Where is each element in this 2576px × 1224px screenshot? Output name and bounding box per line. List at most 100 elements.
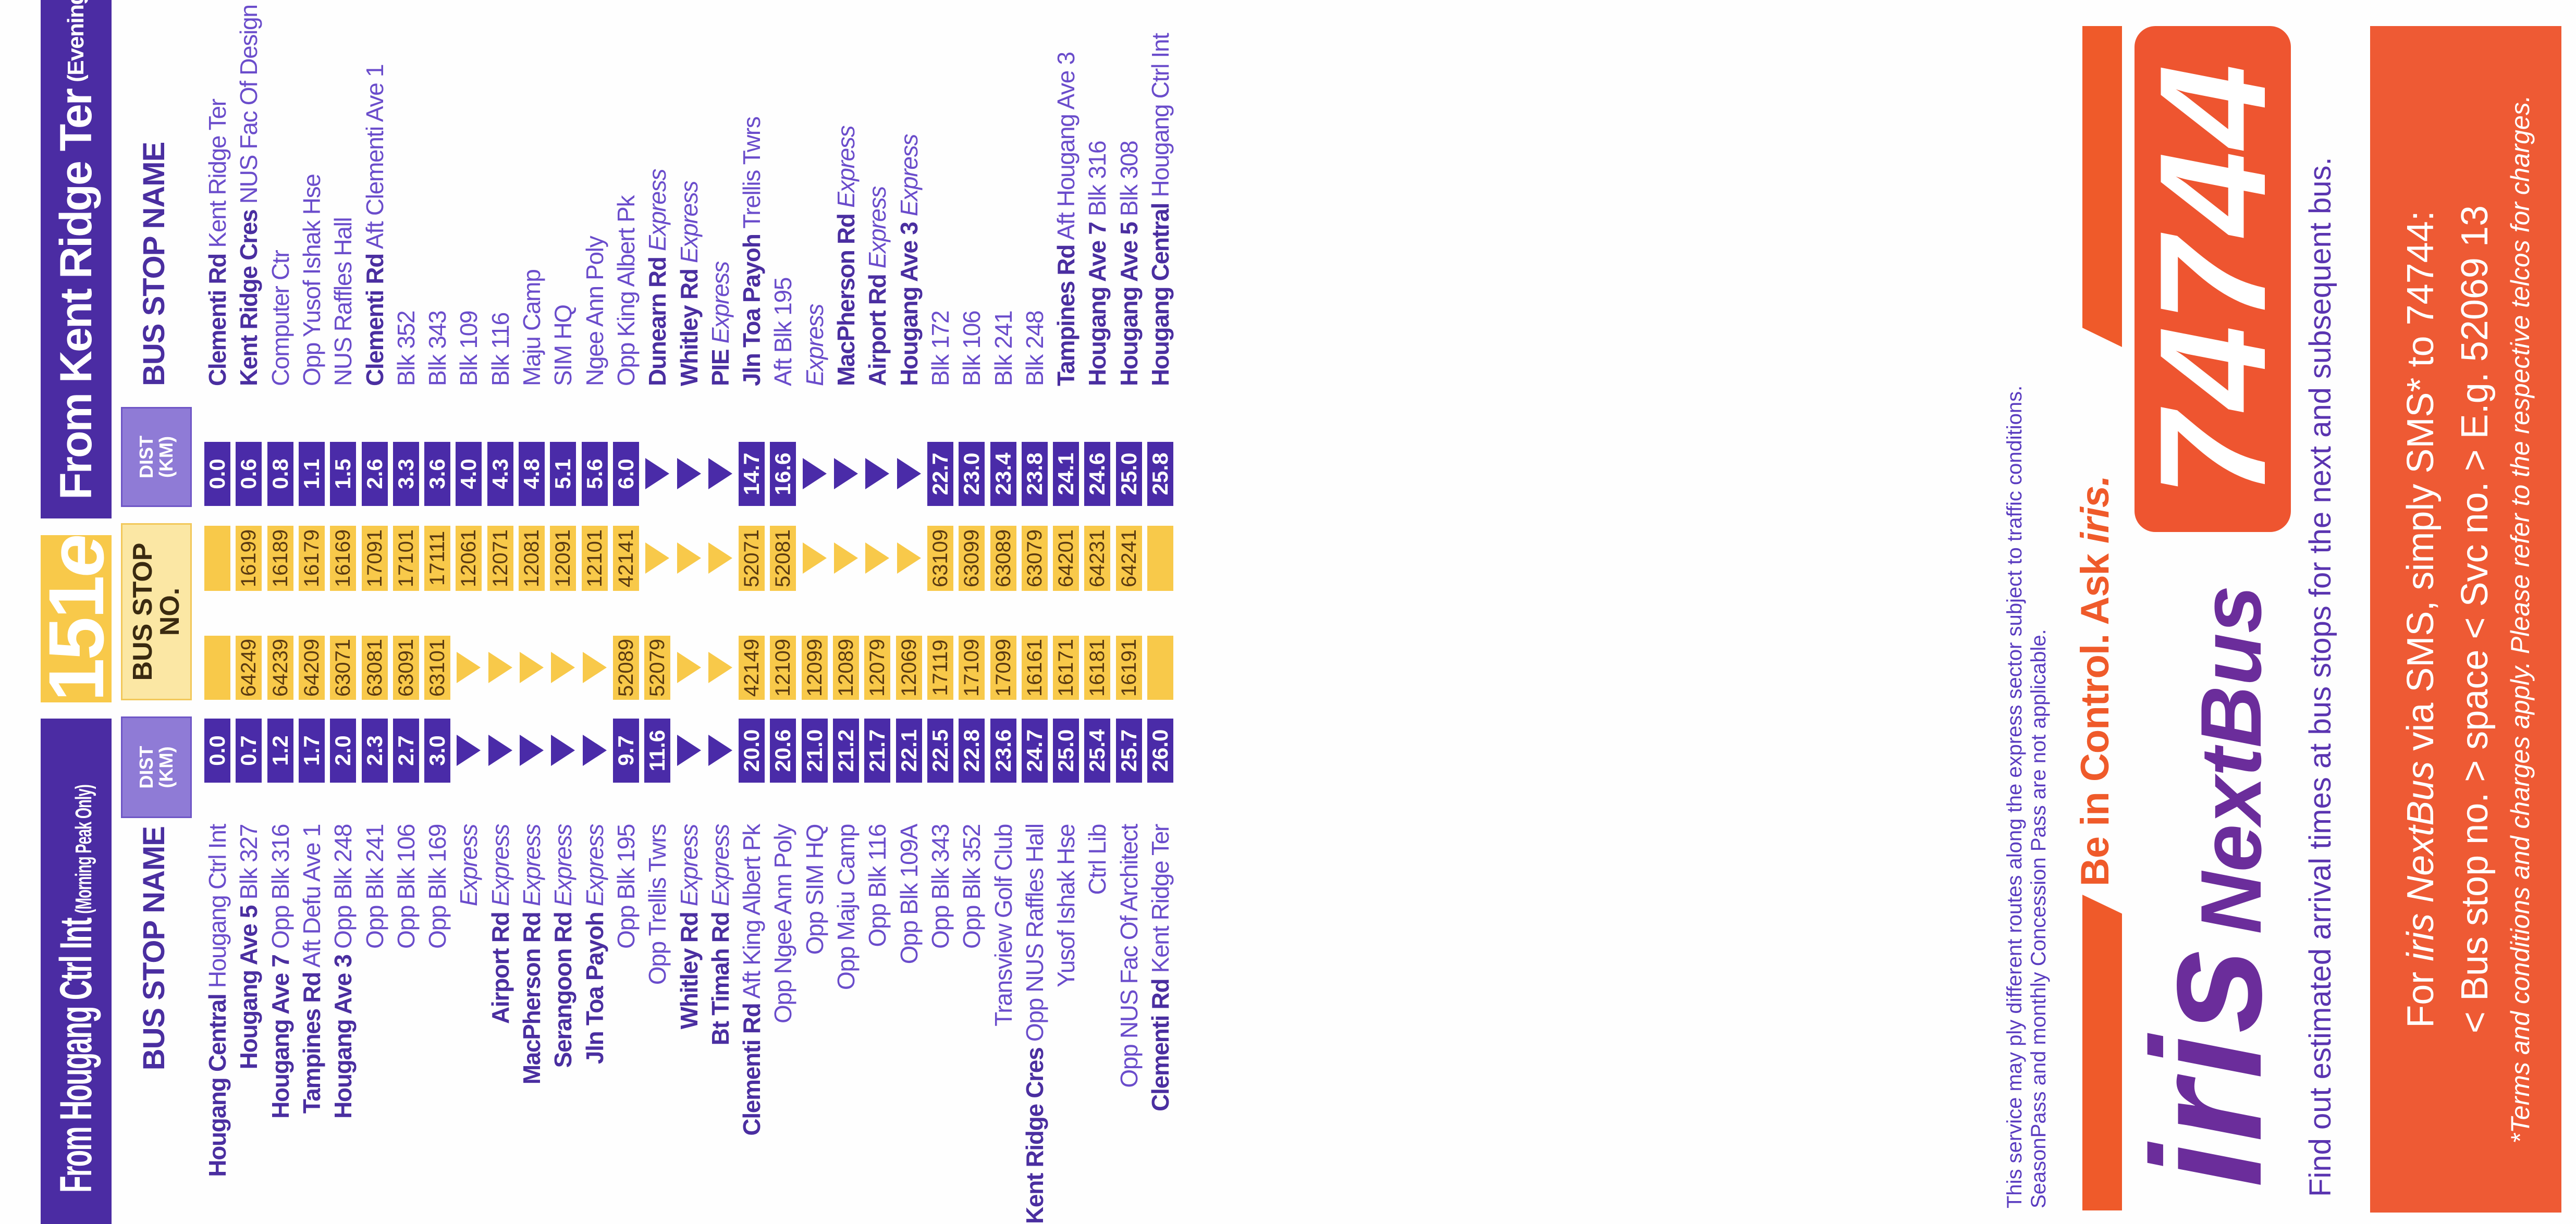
express-arrow-icon [550,719,576,783]
bus-stop-name: Hougang Ave 7 Opp Blk 316 [267,824,294,1224]
route-badge: 151 e [32,535,120,702]
stop-name-text: Blk 316 [1084,141,1111,216]
express-arrow-icon [456,636,482,700]
bus-stop-name: Kent Ridge Cres NUS Fac Of Design & Env [235,0,263,386]
bus-stop-number: 17101 [392,526,419,591]
bus-stop-number [1147,526,1173,591]
stop-name-bold: Airport Rd [486,912,514,1024]
stop-name-text: Opp Blk 106 [392,824,420,949]
express-arrow-icon [644,442,670,506]
stop-name-bold: Hougang Ave 5 [235,905,263,1070]
distance-km: 0.0 [204,442,230,506]
distance-km: 0.0 [204,719,230,783]
stop-name-text: Blk 327 [235,824,263,900]
stop-name-bold: Kent Ridge Cres [235,209,263,386]
stop-name-text: Blk 106 [958,311,986,386]
stop-name-bold: Airport Rd [864,274,891,386]
stop-name-bold: Jln Toa Payoh [738,234,766,386]
bus-stop-number: 42141 [612,526,639,591]
bus-stop-number: 12101 [581,526,608,591]
bus-stop-number: 64239 [267,636,293,700]
express-arrow-icon [707,636,733,700]
stop-name-text: Aft King Albert Pk [738,824,766,999]
bus-stop-name: Opp King Albert Pk [612,0,640,386]
stop-name-text: Blk 352 [392,311,420,386]
sms-terms: *Terms and conditions and charges apply.… [2505,95,2535,1144]
stop-name-bold: Dunearn Rd [644,257,671,386]
stop-name-bold: Hougang Ave 3 [329,955,357,1119]
stop-name-italic: Express [675,181,703,263]
dist-header-line2: (KM) [155,746,177,788]
stop-name-text: NUS Raffles Hall [329,217,357,386]
distance-km: 2.7 [392,719,419,783]
express-arrow-icon [676,636,702,700]
iris-nextbus-logo: iris NextBus [2116,585,2297,1188]
right-table-subtitle: (Evening Peak Only) [63,0,89,82]
stop-name-bold: Hougang Central [1147,203,1174,386]
bus-stop-number: 63091 [392,636,419,700]
stop-name-text: Blk 109 [455,311,483,386]
stop-name-bold: Tampines Rd [298,972,325,1114]
distance-km: 25.8 [1147,442,1173,506]
bus-stop-number: 17111 [424,526,451,591]
stop-name-italic: Express [581,824,608,907]
bus-stop-name: Airport Rd Express [864,0,891,386]
stop-name-bold: PIE [706,349,734,386]
distance-km: 26.0 [1147,719,1173,783]
stop-name-text: Maju Camp [518,269,545,387]
stop-name-italic: Express [895,134,923,216]
bus-stop-name: Hougang Central Hougang Ctrl Int [1147,0,1174,386]
bus-stop-name: Maju Camp [518,0,545,387]
bus-stop-number: 63071 [330,636,357,700]
bus-stop-name: Kent Ridge Cres Opp NUS Raffles Hall [1021,824,1048,1224]
service-notes: This service may ply different routes al… [2003,386,2051,1208]
bus-stop-name: Blk 172 [927,0,954,386]
tagline: Be in Control. Ask iris. [2072,476,2118,886]
bus-stop-name: Opp Blk 116 [864,824,891,1224]
stop-name-bold: Hougang Ave 3 [895,222,923,386]
bus-stop-name: Hougang Ave 5 Blk 327 [235,824,263,1224]
express-arrow-icon [833,442,859,506]
stop-name-text: Kent Ridge Ter [204,99,231,248]
express-arrow-icon [519,719,545,783]
tagline-text: Be in Control. Ask [2073,543,2117,886]
bus-stop-number: 17109 [959,636,985,700]
express-arrow-icon [864,526,890,591]
stop-name-bold: MacPherson Rd [832,214,860,386]
stop-name-bold: Hougang Central [204,994,231,1177]
bus-stop-number: 16199 [236,526,262,591]
sms-line1-iris: iris NextBus [2399,761,2442,961]
bus-stop-name: Hougang Ave 3 Opp Blk 248 [329,824,357,1224]
bus-stop-number: 12091 [550,526,576,591]
bus-stop-number: 12081 [519,526,545,591]
bus-stop-number: 64201 [1053,526,1080,591]
bus-stop-name: Jln Toa Payoh Trellis Twrs [738,0,766,386]
bus-stop-name: Blk 106 [958,0,986,386]
bus-stop-number: 52079 [644,636,671,700]
bus-stop-name: Clementi Rd Kent Ridge Ter [204,0,231,386]
bus-stop-number [1147,636,1173,700]
distance-km: 24.7 [1021,719,1048,783]
stop-name-text: Blk 116 [486,313,514,386]
distance-km: 14.7 [739,442,765,506]
distance-km: 23.6 [990,719,1016,783]
bus-stop-name: Opp Blk 195 [612,824,640,1224]
stop-name-text: Aft Defu Ave 1 [298,824,325,968]
header-bus-stop-no: BUS STOP NO. [121,523,192,700]
express-arrow-icon [582,636,608,700]
stop-name-bold: Clementi Rd [1147,979,1174,1111]
distance-km: 25.7 [1115,719,1142,783]
stop-name-bold: Jln Toa Payoh [581,912,608,1065]
bus-stop-number: 64249 [236,636,262,700]
note-line: SeasonPass and monthly Concession Pass a… [2027,629,2050,1208]
stop-name-text: Opp NUS Raffles Hall [1021,824,1048,1042]
bus-stop-number: 12109 [770,636,796,700]
stop-name-text: Opp Trellis Twrs [644,824,671,985]
express-arrow-icon [707,526,733,591]
bus-stop-number: 64231 [1084,526,1111,591]
stop-name-italic: Express [644,169,671,251]
bus-stop-number: 42149 [739,636,765,700]
distance-km: 22.1 [896,719,922,783]
bus-stop-name: PIE Express [706,0,734,386]
